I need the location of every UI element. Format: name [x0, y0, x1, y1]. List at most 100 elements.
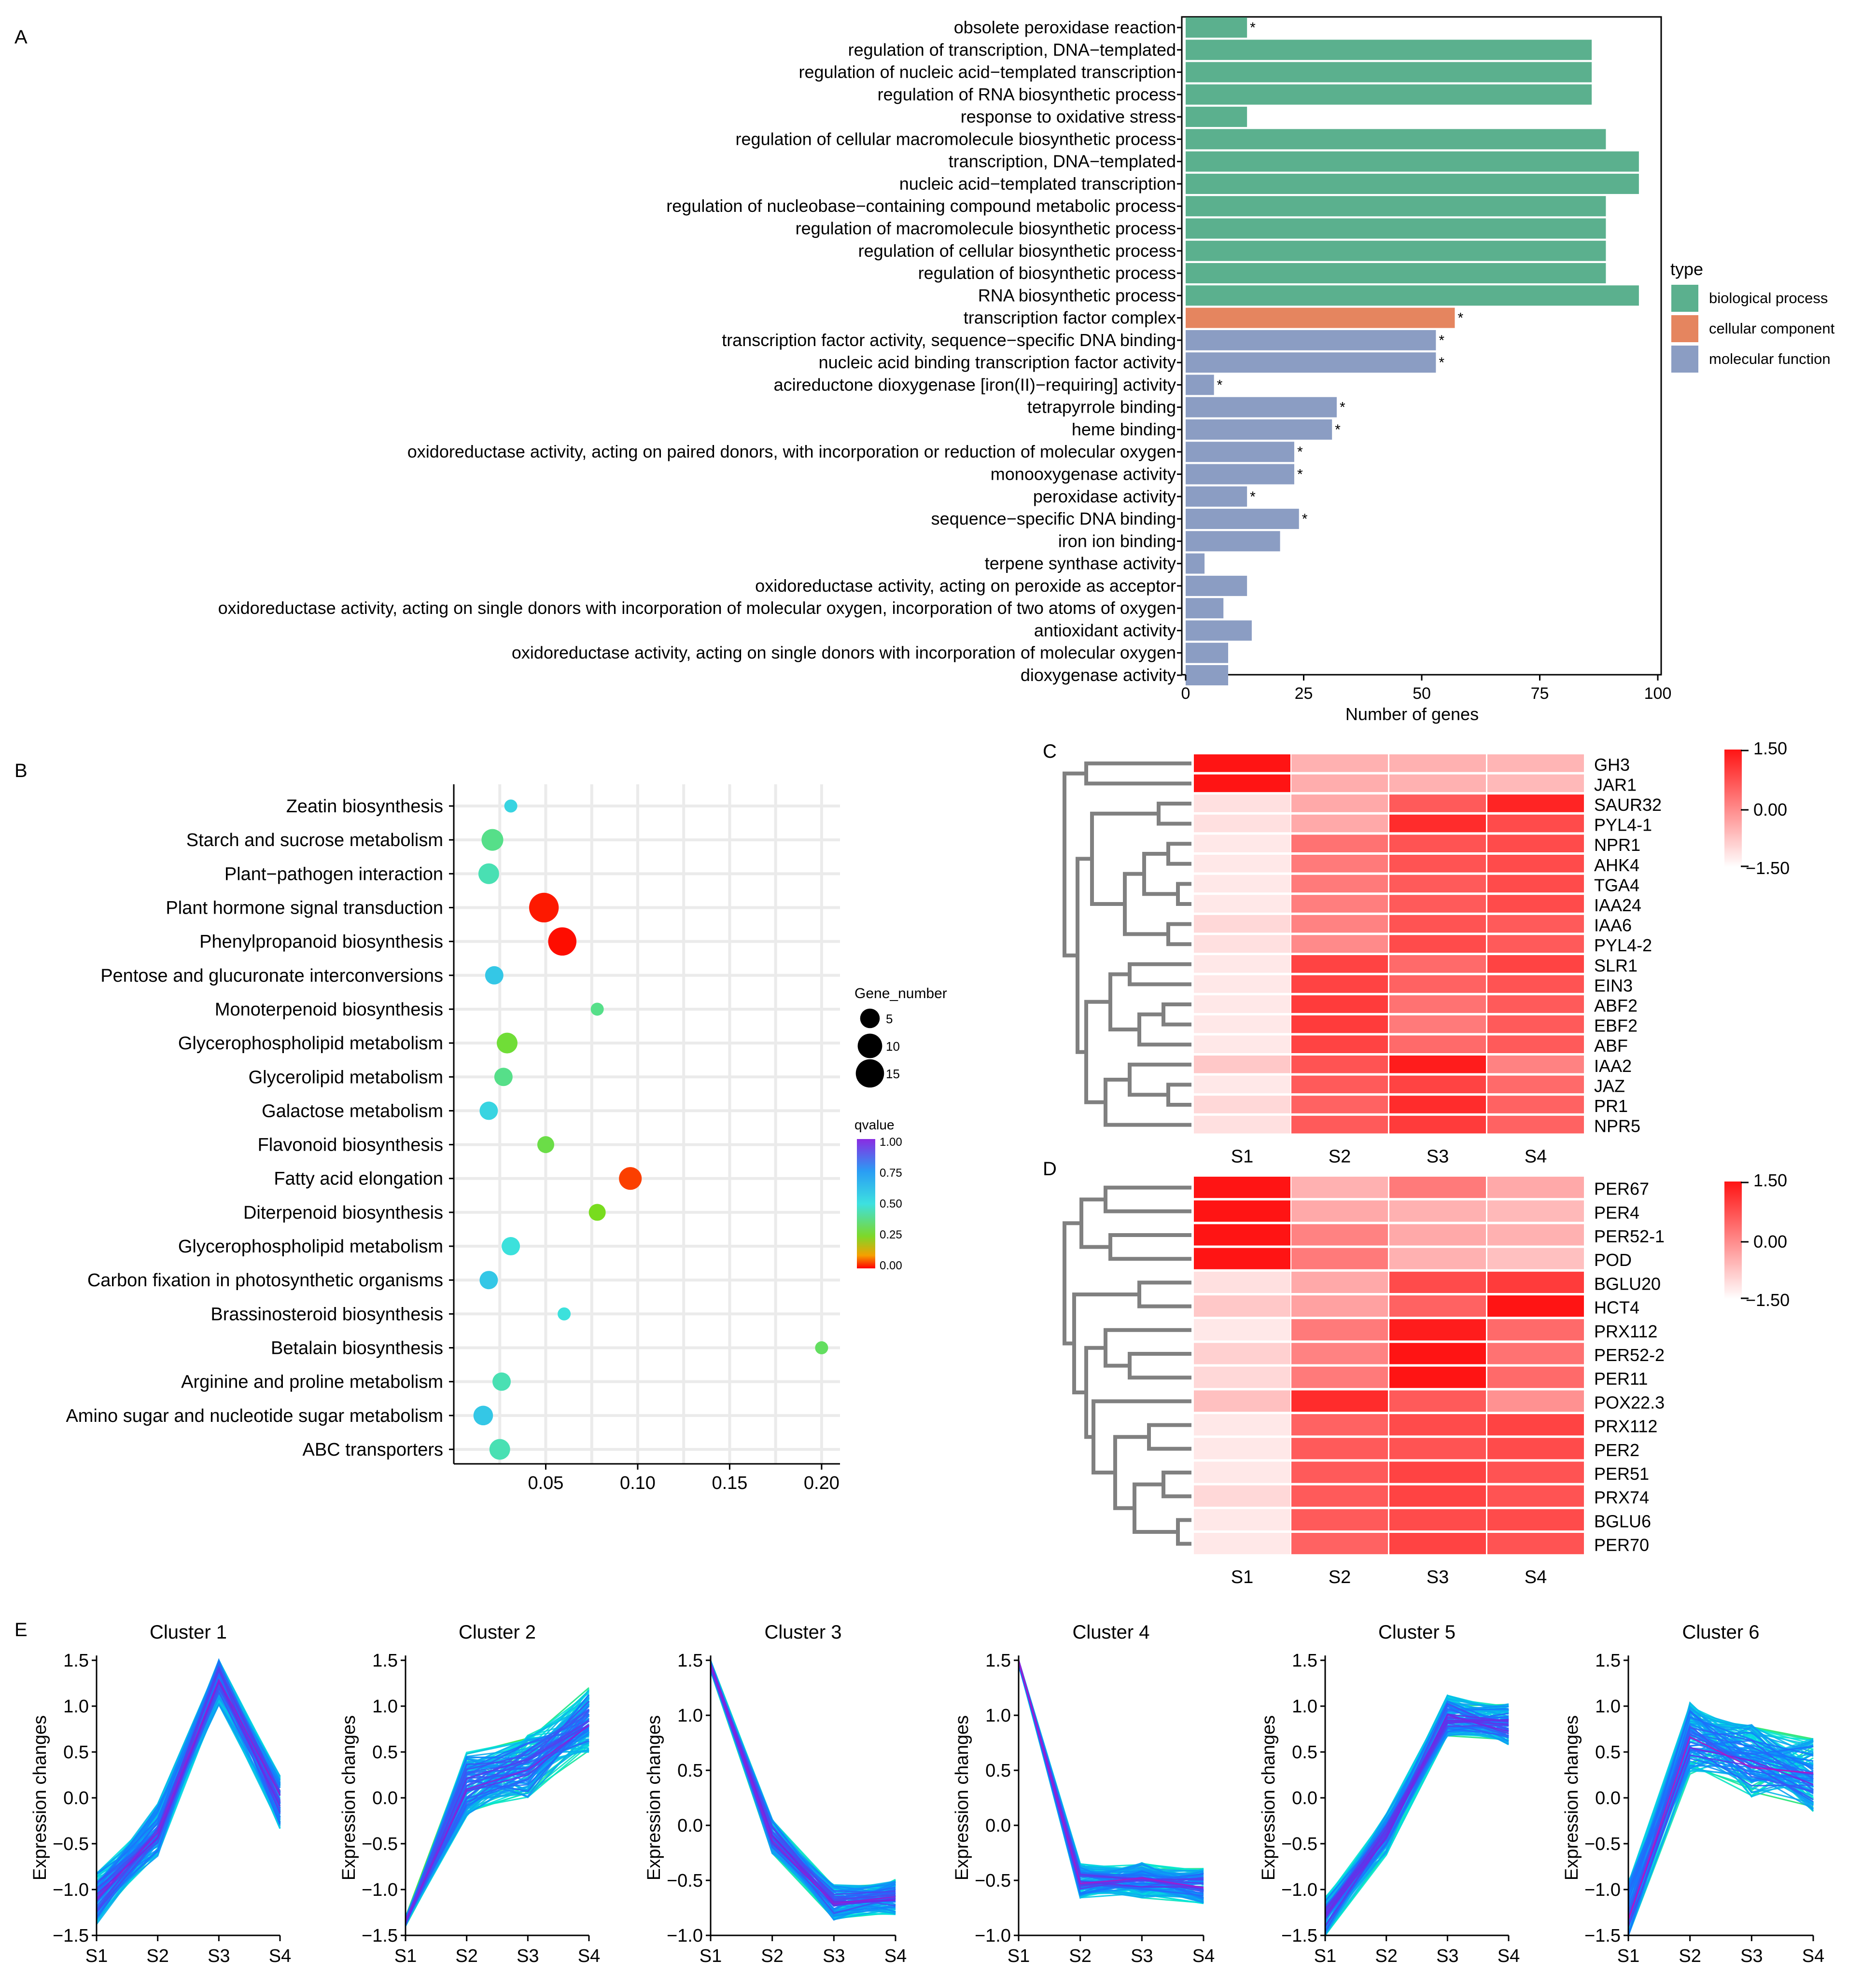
significance-marker: * — [1250, 489, 1256, 505]
heatmap-cell — [1291, 1366, 1388, 1388]
x-axis-title: Number of genes — [1345, 704, 1479, 724]
size-legend-point — [855, 1059, 884, 1088]
heatmap-cell — [1487, 1075, 1584, 1094]
heatmap-cell — [1194, 915, 1290, 933]
column-label: S2 — [1329, 1567, 1351, 1587]
x-tick-label: S2 — [1679, 1946, 1701, 1966]
pathway-point — [502, 1237, 520, 1256]
expression-line — [1627, 1724, 1814, 1920]
y-tick-label: 0.0 — [1595, 1788, 1621, 1808]
heatmap-cell — [1487, 1414, 1584, 1436]
y-axis-title: Expression changes — [644, 1715, 664, 1880]
expression-line — [1627, 1710, 1814, 1902]
pathway-point — [504, 799, 518, 813]
heatmap-cell — [1194, 1177, 1290, 1198]
heatmap-cell — [1194, 1224, 1290, 1246]
gene-label: PYL4-1 — [1594, 815, 1652, 835]
heatmap-cell — [1389, 1295, 1486, 1317]
gene-label: POD — [1594, 1250, 1632, 1270]
scale-mid-label: 0.00 — [1753, 800, 1787, 820]
bar — [1186, 464, 1294, 485]
heatmap-cell — [1291, 1295, 1388, 1317]
y-axis-title: Expression changes — [1562, 1715, 1582, 1880]
pathway-point — [478, 863, 499, 884]
color-legend-tick: 1.00 — [880, 1136, 902, 1149]
size-legend-point — [860, 1008, 880, 1029]
y-tick-label: 1.0 — [1292, 1696, 1317, 1717]
heatmap-cell — [1487, 1533, 1584, 1555]
heatmap-cell — [1487, 1509, 1584, 1530]
gene-label: EIN3 — [1594, 975, 1633, 995]
x-tick-label: S4 — [884, 1946, 907, 1966]
x-tick-label: S2 — [455, 1946, 477, 1966]
gene-label: POX22.3 — [1594, 1392, 1665, 1412]
gene-label: IAA24 — [1594, 895, 1641, 915]
heatmap-cell — [1389, 1096, 1486, 1113]
y-tick-label: 1.0 — [677, 1706, 703, 1726]
heatmap-cell — [1389, 1035, 1486, 1053]
pathway-point — [485, 966, 504, 985]
expression-line — [1018, 1660, 1204, 1888]
pathway-point — [588, 1204, 606, 1221]
significance-marker: * — [1217, 377, 1223, 393]
gene-label: AHK4 — [1594, 855, 1639, 875]
column-label: S3 — [1427, 1567, 1449, 1587]
gene-label: JAR1 — [1594, 775, 1637, 794]
y-tick-label: 1.5 — [985, 1651, 1011, 1671]
bar — [1186, 40, 1592, 60]
significance-marker: * — [1302, 511, 1308, 527]
heatmap-cell — [1487, 1295, 1584, 1317]
pathway-label: Brassinosteroid biosynthesis — [210, 1304, 443, 1324]
y-tick-label: −0.5 — [667, 1871, 703, 1891]
pathway-point — [473, 1405, 493, 1426]
heatmap-cell — [1291, 1414, 1388, 1436]
category-label: regulation of cellular biosynthetic proc… — [858, 241, 1176, 261]
heatmap-cell — [1291, 774, 1388, 792]
x-tick-label: S2 — [761, 1946, 783, 1966]
expression-line — [1324, 1726, 1509, 1926]
category-label: monooxygenase activity — [991, 464, 1176, 484]
x-tick-label: S1 — [1008, 1946, 1030, 1966]
y-tick-label: −1.0 — [975, 1926, 1011, 1946]
expression-line — [710, 1664, 896, 1900]
y-tick-label: 0.5 — [677, 1761, 703, 1781]
pathway-label: Glycerophospholipid metabolism — [178, 1237, 443, 1257]
pathway-point — [479, 1101, 498, 1120]
heatmap-cell — [1194, 1509, 1290, 1530]
heatmap-cell — [1389, 1224, 1486, 1246]
category-label: peroxidase activity — [1033, 487, 1176, 506]
y-tick-label: −1.5 — [362, 1926, 398, 1946]
bar — [1186, 375, 1214, 395]
category-label: oxidoreductase activity, acting on singl… — [512, 643, 1176, 663]
heatmap-cell — [1487, 1366, 1584, 1388]
heatmap-cell — [1389, 875, 1486, 893]
heatmap-cell — [1389, 1414, 1486, 1436]
gene-label: BGLU20 — [1594, 1274, 1661, 1293]
color-legend-tick: 0.75 — [880, 1167, 902, 1180]
significance-marker: * — [1340, 400, 1345, 416]
column-label: S1 — [1231, 1146, 1253, 1167]
heatmap-cell — [1487, 1248, 1584, 1269]
category-label: oxidoreductase activity, acting on singl… — [218, 598, 1176, 618]
size-legend-label: 5 — [886, 1012, 893, 1026]
heatmap-cell — [1194, 1414, 1290, 1436]
heatmap-cell — [1194, 995, 1290, 1013]
y-tick-label: 0.0 — [985, 1816, 1011, 1836]
x-tick-label: S3 — [208, 1946, 230, 1966]
heatmap-cell — [1389, 975, 1486, 993]
heatmap-cell — [1487, 814, 1584, 833]
gene-label: NPR5 — [1594, 1116, 1640, 1136]
scale-max-label: 1.50 — [1753, 1170, 1787, 1190]
y-tick-label: −1.0 — [667, 1926, 703, 1946]
heatmap-cell — [1194, 1461, 1290, 1483]
category-label: nucleic acid−templated transcription — [899, 174, 1176, 194]
y-tick-label: 1.0 — [63, 1696, 89, 1717]
heatmap-cell — [1291, 1096, 1388, 1113]
heatmap-cell — [1389, 1015, 1486, 1033]
y-tick-label: −1.0 — [1281, 1880, 1317, 1900]
heatmap-cell — [1291, 1015, 1388, 1033]
heatmap-cell — [1291, 794, 1388, 812]
x-tick-label: S2 — [1069, 1946, 1091, 1966]
heatmap-cell — [1487, 794, 1584, 812]
x-tick-label: 0.15 — [712, 1473, 747, 1493]
